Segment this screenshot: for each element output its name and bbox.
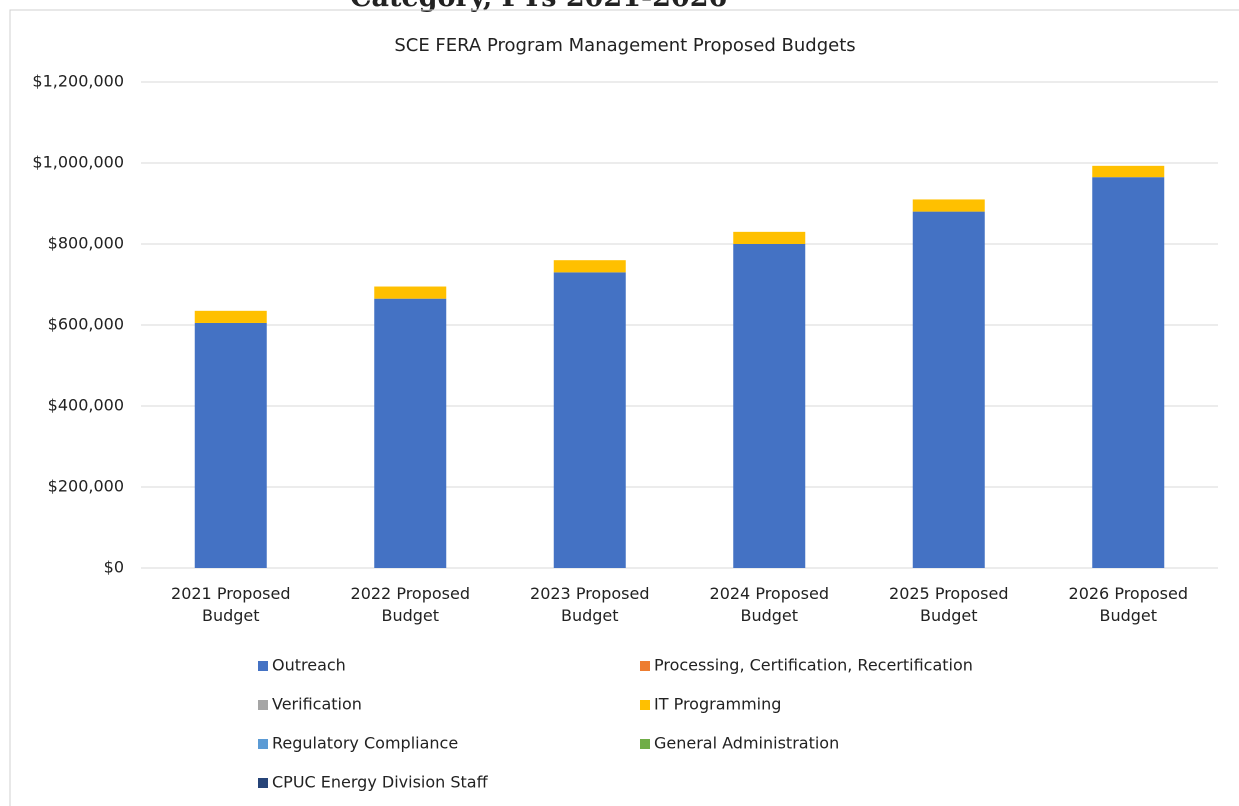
- y-tick-label: $400,000: [48, 396, 124, 415]
- legend-label: CPUC Energy Division Staff: [272, 773, 489, 792]
- bar-segment: [374, 298, 447, 568]
- legend-swatch: [640, 661, 650, 671]
- bar-segment: [733, 231, 806, 244]
- y-tick-label: $800,000: [48, 234, 124, 253]
- legend-label: Processing, Certification, Recertificati…: [654, 656, 973, 675]
- legend-swatch: [258, 661, 268, 671]
- legend-swatch: [640, 700, 650, 710]
- chart-frame: [9, 9, 1239, 806]
- x-tick-label: 2022 Proposed Budget: [350, 584, 470, 625]
- bar-segment: [194, 322, 267, 568]
- legend-swatch: [258, 778, 268, 788]
- legend-label: General Administration: [654, 734, 839, 753]
- bar-segment: [912, 211, 985, 568]
- bar-segment: [194, 310, 267, 323]
- heading: Category, PYs 2021-2026: [350, 0, 727, 13]
- y-tick-label: $1,000,000: [32, 153, 124, 172]
- chart-title: SCE FERA Program Management Proposed Bud…: [394, 35, 855, 56]
- x-tick-label: 2024 Proposed Budget: [709, 584, 829, 625]
- bar-segment: [553, 272, 626, 568]
- legend-label: Outreach: [272, 656, 346, 675]
- legend-label: IT Programming: [654, 695, 781, 714]
- bar-segment: [374, 286, 447, 299]
- bar-segment: [1092, 177, 1165, 569]
- legend-swatch: [258, 739, 268, 749]
- legend-label: Verification: [272, 695, 362, 714]
- x-tick-label: 2023 Proposed Budget: [530, 584, 650, 625]
- y-tick-label: $200,000: [48, 477, 124, 496]
- legend-swatch: [258, 700, 268, 710]
- y-tick-label: $0: [104, 558, 124, 577]
- x-tick-label: 2026 Proposed Budget: [1068, 584, 1188, 625]
- bar-segment: [912, 199, 985, 212]
- bar-segment: [1092, 165, 1165, 178]
- legend-label: Regulatory Compliance: [272, 734, 458, 753]
- x-tick-label: 2021 Proposed Budget: [171, 584, 291, 625]
- x-tick-label: 2025 Proposed Budget: [889, 584, 1009, 625]
- y-tick-label: $600,000: [48, 315, 124, 334]
- bar-segment: [553, 260, 626, 273]
- y-tick-label: $1,200,000: [32, 72, 124, 91]
- bar-segment: [733, 244, 806, 568]
- legend-swatch: [640, 739, 650, 749]
